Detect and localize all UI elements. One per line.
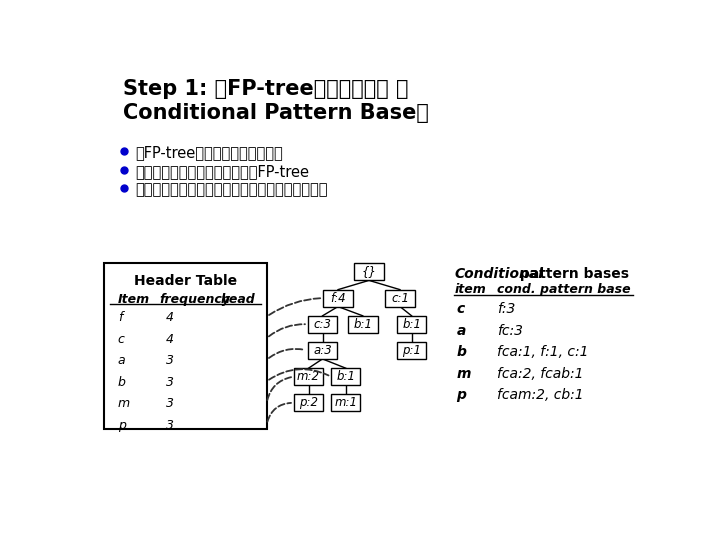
Text: fc:3: fc:3 (497, 323, 523, 338)
FancyBboxPatch shape (104, 264, 266, 429)
Text: pattern bases: pattern bases (515, 267, 629, 281)
Text: 4: 4 (166, 311, 174, 324)
Text: fcam:2, cb:1: fcam:2, cb:1 (497, 388, 583, 402)
FancyBboxPatch shape (307, 342, 337, 359)
Text: 聚集相应频繁项的前缀路径，形成一个条件模式基: 聚集相应频繁项的前缀路径，形成一个条件模式基 (135, 183, 328, 198)
FancyBboxPatch shape (331, 368, 361, 385)
Text: b:1: b:1 (336, 370, 355, 383)
Text: item: item (454, 284, 486, 296)
Text: 3: 3 (166, 419, 174, 432)
FancyBboxPatch shape (397, 316, 426, 333)
Text: f:3: f:3 (497, 302, 516, 316)
Text: m:2: m:2 (297, 370, 320, 383)
Text: b: b (118, 376, 126, 389)
Text: f:4: f:4 (330, 292, 346, 305)
FancyBboxPatch shape (397, 342, 426, 359)
FancyBboxPatch shape (294, 368, 323, 385)
Text: c: c (456, 302, 465, 316)
Text: head: head (220, 293, 255, 306)
Text: f: f (118, 311, 122, 324)
Text: Header Table: Header Table (134, 274, 237, 288)
Text: b:1: b:1 (354, 318, 372, 331)
Text: p: p (118, 419, 126, 432)
Text: {}: {} (361, 266, 377, 279)
Text: b:1: b:1 (402, 318, 421, 331)
Text: a: a (456, 323, 466, 338)
Text: Step 1: 由FP-tree到条件模式基 （: Step 1: 由FP-tree到条件模式基 （ (122, 79, 408, 99)
Text: 3: 3 (166, 376, 174, 389)
Text: fca:2, fcab:1: fca:2, fcab:1 (497, 367, 583, 381)
Text: p: p (456, 388, 467, 402)
Text: m: m (118, 397, 130, 410)
Text: 4: 4 (166, 333, 174, 346)
Text: c:3: c:3 (313, 318, 331, 331)
Text: Conditional Pattern Base）: Conditional Pattern Base） (122, 103, 428, 123)
Text: frequency: frequency (160, 293, 230, 306)
Text: 沿着每个频繁项的指针链，遍历FP-tree: 沿着每个频繁项的指针链，遍历FP-tree (135, 164, 309, 179)
FancyBboxPatch shape (294, 394, 323, 411)
Text: a:3: a:3 (313, 344, 332, 357)
FancyBboxPatch shape (385, 289, 415, 307)
Text: c:1: c:1 (391, 292, 409, 305)
Text: Item: Item (118, 293, 150, 306)
FancyBboxPatch shape (331, 394, 361, 411)
Text: m:1: m:1 (334, 396, 357, 409)
Text: a: a (118, 354, 125, 367)
Text: 3: 3 (166, 354, 174, 367)
Text: cond. pattern base: cond. pattern base (497, 284, 631, 296)
Text: m: m (456, 367, 471, 381)
FancyBboxPatch shape (323, 289, 353, 307)
Text: 从FP-tree的频繁项头指针表出发: 从FP-tree的频繁项头指针表出发 (135, 146, 283, 161)
Text: Conditional: Conditional (454, 267, 544, 281)
FancyBboxPatch shape (348, 316, 377, 333)
Text: b: b (456, 345, 467, 359)
FancyBboxPatch shape (354, 264, 384, 280)
Text: p:2: p:2 (299, 396, 318, 409)
Text: 3: 3 (166, 397, 174, 410)
Text: p:1: p:1 (402, 344, 421, 357)
Text: fca:1, f:1, c:1: fca:1, f:1, c:1 (497, 345, 588, 359)
FancyBboxPatch shape (307, 316, 337, 333)
Text: c: c (118, 333, 125, 346)
